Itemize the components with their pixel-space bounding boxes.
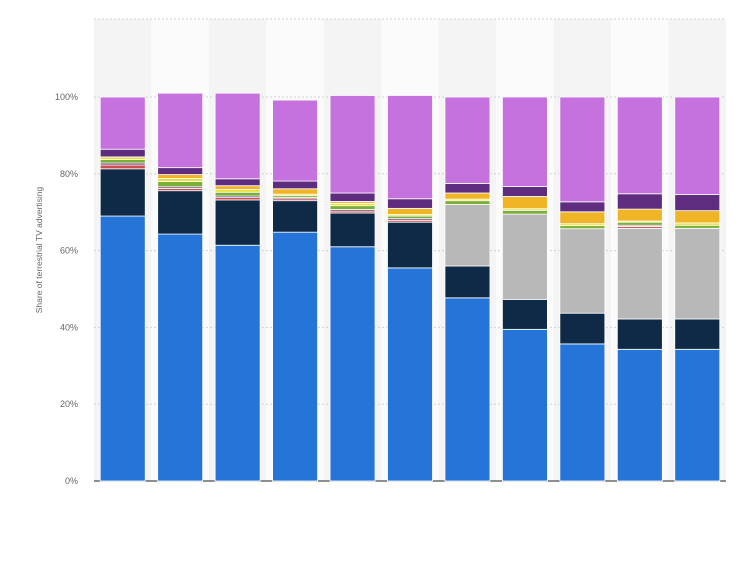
bar-segment (157, 178, 204, 182)
bar-segment (616, 348, 663, 482)
bar-stack (502, 96, 548, 482)
bar-segment (157, 167, 204, 175)
bar-segment (329, 212, 376, 248)
bar-segment (329, 205, 376, 210)
bar-segment (502, 213, 548, 300)
bar-segment (214, 92, 261, 180)
bar-segment (387, 267, 433, 482)
bar-segment (387, 198, 433, 209)
bar-segment (157, 233, 204, 482)
bar-segment (329, 246, 376, 482)
bar-segment (272, 99, 318, 182)
bar-segment (616, 96, 663, 195)
bar-segment (444, 192, 491, 200)
bar-segment (214, 178, 261, 187)
bar-segment (502, 328, 548, 482)
bar-segment (214, 189, 261, 193)
bar-segment (99, 168, 146, 217)
bar-segment (674, 210, 721, 224)
bar-segment (157, 181, 204, 188)
y-axis-label: Share of terrestrial TV advertising (34, 187, 44, 314)
y-tick-label: 0% (65, 476, 78, 486)
bar-segment (157, 174, 204, 179)
bar-segment (272, 200, 318, 233)
bar-segment (99, 164, 146, 170)
bar-segment (616, 221, 663, 226)
bar-stack (387, 95, 433, 482)
bar-segment (559, 96, 606, 203)
bar-segment (559, 201, 606, 213)
bar-segment (674, 318, 721, 350)
bar-segment (387, 207, 433, 215)
bar-segment (444, 204, 491, 267)
bar-stack (616, 96, 663, 482)
bar-segment (387, 215, 433, 220)
bar-segment (157, 92, 204, 169)
bar-stack (444, 96, 491, 482)
y-tick-label: 80% (60, 169, 78, 179)
bar-segment (99, 215, 146, 482)
bar-segment (502, 96, 548, 187)
bar-segment (502, 196, 548, 210)
bar-segment (214, 185, 261, 190)
bar-segment (214, 244, 261, 482)
bar-segment (214, 199, 261, 246)
y-tick-label: 20% (60, 399, 78, 409)
bar-segment (616, 227, 663, 320)
bar-segment (559, 225, 606, 230)
bar-segment (99, 148, 146, 158)
bar-segment (272, 231, 318, 482)
bar-stack (157, 92, 204, 482)
bar-segment (559, 343, 606, 482)
bar-segment (272, 188, 318, 195)
bar-segment (444, 182, 491, 194)
bar-segment (616, 318, 663, 350)
bar-segment (272, 180, 318, 190)
y-tick-label: 60% (60, 246, 78, 256)
bar-segment (674, 348, 721, 482)
bar-segment (674, 194, 721, 212)
bar-stack (272, 99, 318, 482)
y-tick-label: 40% (60, 322, 78, 332)
y-tick-label: 100% (55, 92, 78, 102)
bar-segment (444, 265, 491, 299)
bars (99, 92, 721, 482)
bar-segment (674, 96, 721, 195)
y-tick-labels: 0% 20% 40% 60% 80% 100% (55, 92, 78, 486)
bar-stack (214, 92, 261, 482)
bar-segment (329, 192, 376, 202)
bar-segment (559, 312, 606, 345)
bar-segment (502, 298, 548, 330)
bar-segment (674, 227, 721, 320)
bar-segment (444, 200, 491, 205)
bar-segment (559, 211, 606, 225)
bar-segment (444, 297, 491, 482)
bar-stack (674, 96, 721, 482)
bar-segment (99, 96, 146, 150)
bar-segment (329, 95, 376, 194)
bar-segment (616, 193, 663, 210)
bar-segment (99, 159, 146, 164)
bar-segment (502, 186, 548, 197)
bar-segment (157, 190, 204, 235)
bar-segment (559, 228, 606, 314)
bar-stack (329, 95, 376, 482)
bar-segment (674, 224, 721, 229)
bar-segment (99, 156, 146, 160)
bar-segment (214, 191, 261, 197)
bar-segment (387, 221, 433, 269)
bar-segment (444, 96, 491, 184)
bar-segment (502, 209, 548, 215)
bar-segment (616, 208, 663, 222)
bar-segment (387, 95, 433, 200)
bar-stack (559, 96, 606, 482)
bar-stack (99, 96, 146, 482)
